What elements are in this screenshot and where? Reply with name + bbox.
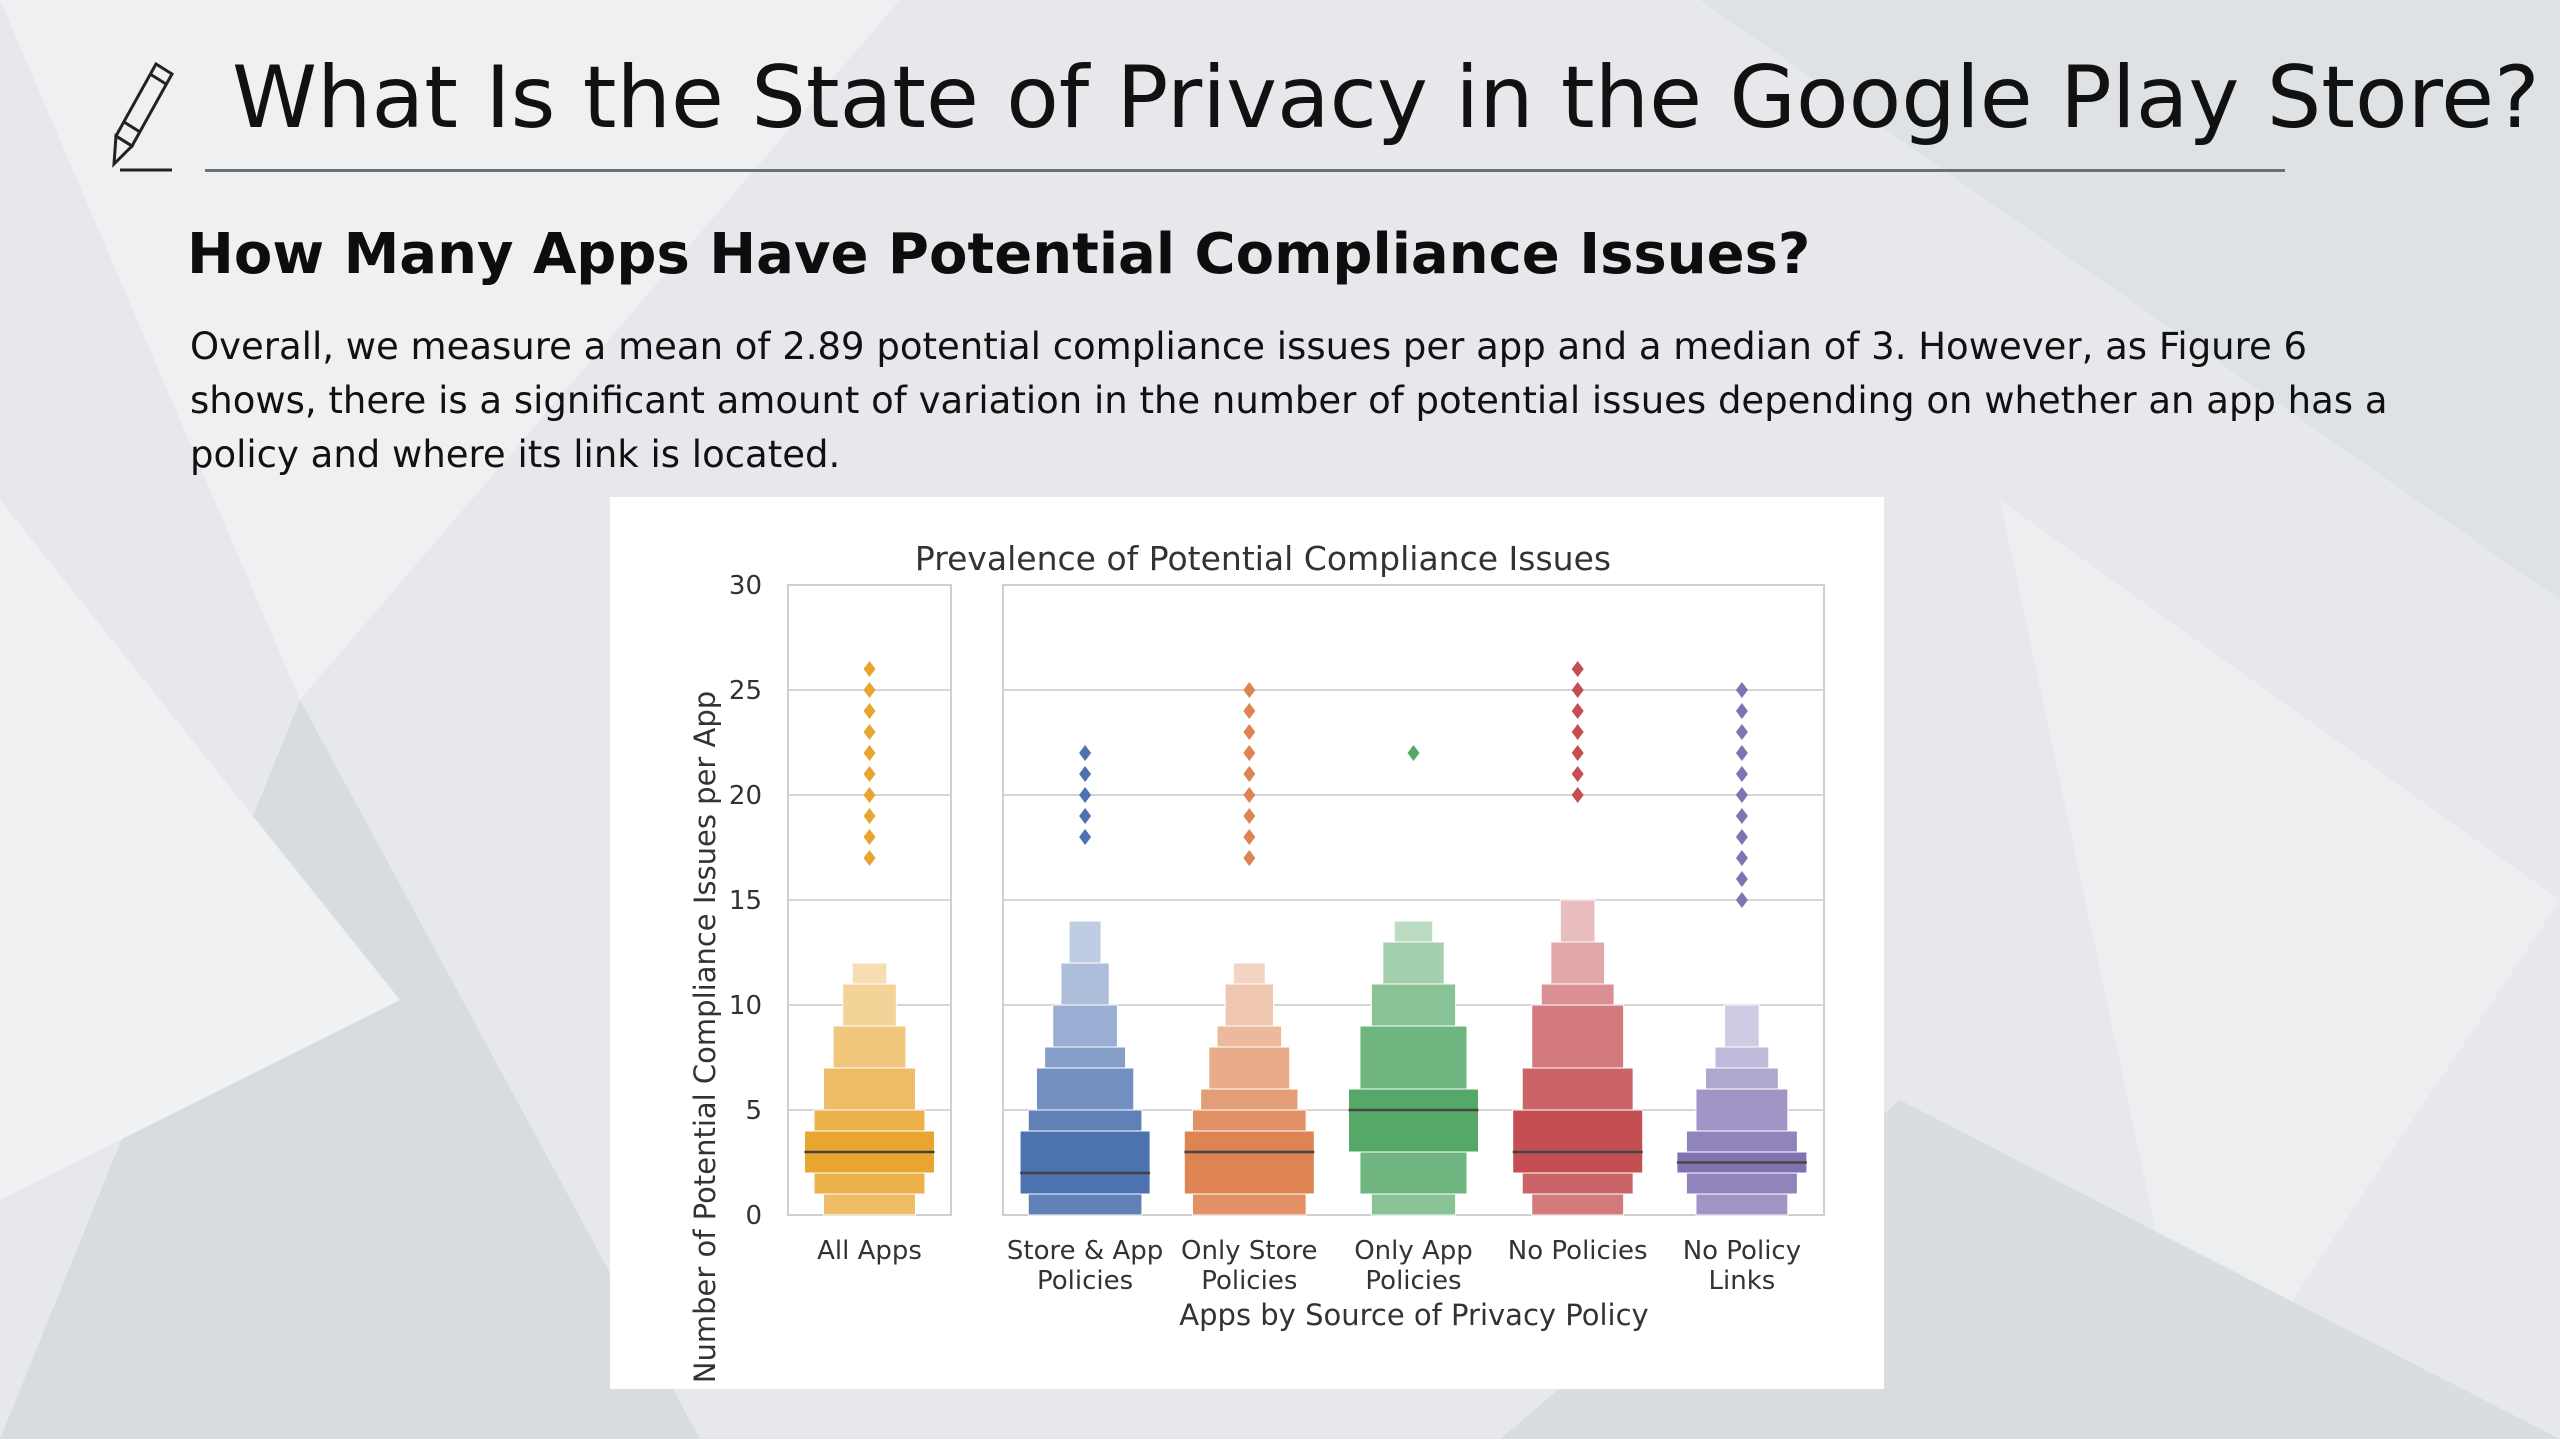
y-tick-label: 10 bbox=[729, 991, 762, 1021]
outlier-point bbox=[1735, 703, 1748, 719]
outlier-point bbox=[1243, 808, 1256, 824]
body-paragraph: Overall, we measure a mean of 2.89 poten… bbox=[190, 325, 2388, 476]
outlier-point bbox=[1735, 724, 1748, 740]
outlier-point bbox=[1571, 661, 1584, 677]
outlier-point bbox=[1243, 724, 1256, 740]
outlier-point bbox=[863, 682, 876, 698]
x-axis-label: Apps by Source of Privacy Policy bbox=[1179, 1298, 1648, 1332]
outlier-point bbox=[1735, 850, 1748, 866]
x-tick-label: Store & App Policies bbox=[1007, 1236, 1163, 1296]
outlier-point bbox=[1735, 892, 1748, 908]
y-tick-label: 15 bbox=[729, 886, 762, 916]
title-divider bbox=[205, 169, 2285, 172]
outlier-point bbox=[1243, 787, 1256, 803]
y-axis-label: Number of Potential Compliance Issues pe… bbox=[688, 691, 722, 1383]
outlier-point bbox=[1735, 871, 1748, 887]
outlier-point bbox=[1735, 766, 1748, 782]
y-tick-label: 5 bbox=[745, 1096, 762, 1126]
outlier-point bbox=[1243, 829, 1256, 845]
outlier-point bbox=[863, 850, 876, 866]
outlier-point bbox=[1407, 745, 1420, 761]
outlier-point bbox=[1571, 766, 1584, 782]
x-tick-label: No Policies bbox=[1508, 1236, 1648, 1266]
boxen-level bbox=[1512, 1109, 1644, 1174]
section-heading: How Many Apps Have Potential Compliance … bbox=[187, 222, 1811, 287]
x-tick-label: Only Store Policies bbox=[1181, 1236, 1318, 1296]
outlier-point bbox=[1079, 766, 1092, 782]
y-tick-label: 0 bbox=[745, 1201, 762, 1231]
outlier-point bbox=[863, 724, 876, 740]
outlier-point bbox=[1735, 682, 1748, 698]
x-tick-label: Only App Policies bbox=[1354, 1236, 1473, 1296]
outlier-point bbox=[1571, 745, 1584, 761]
outlier-point bbox=[1243, 703, 1256, 719]
outlier-point bbox=[1571, 682, 1584, 698]
boxen-chart: Prevalence of Potential Compliance Issue… bbox=[688, 539, 1825, 1383]
x-tick-label: All Apps bbox=[817, 1236, 922, 1266]
outlier-point bbox=[1079, 787, 1092, 803]
outlier-point bbox=[863, 703, 876, 719]
outlier-point bbox=[863, 787, 876, 803]
outlier-point bbox=[863, 661, 876, 677]
y-tick-label: 20 bbox=[729, 781, 762, 811]
outlier-point bbox=[863, 829, 876, 845]
chart-card: Prevalence of Potential Compliance Issue… bbox=[610, 497, 1884, 1389]
outlier-point bbox=[1243, 766, 1256, 782]
outlier-point bbox=[1735, 745, 1748, 761]
outlier-point bbox=[1571, 787, 1584, 803]
outlier-point bbox=[1079, 829, 1092, 845]
outlier-point bbox=[1735, 787, 1748, 803]
boxen-level bbox=[1019, 1130, 1151, 1195]
slide-title: What Is the State of Privacy in the Goog… bbox=[232, 48, 2540, 148]
outlier-point bbox=[863, 745, 876, 761]
pencil-icon bbox=[112, 61, 175, 172]
outlier-point bbox=[1571, 703, 1584, 719]
outlier-point bbox=[863, 808, 876, 824]
x-tick-label: No Policy Links bbox=[1683, 1236, 1801, 1296]
boxen-level bbox=[1183, 1130, 1315, 1195]
y-tick-label: 25 bbox=[729, 676, 762, 706]
boxen-level bbox=[1348, 1088, 1479, 1153]
outlier-point bbox=[1243, 850, 1256, 866]
y-tick-label: 30 bbox=[729, 571, 762, 601]
outlier-point bbox=[863, 766, 876, 782]
outlier-point bbox=[1735, 808, 1748, 824]
outlier-point bbox=[1735, 829, 1748, 845]
outlier-point bbox=[1571, 724, 1584, 740]
chart-title: Prevalence of Potential Compliance Issue… bbox=[915, 539, 1611, 578]
outlier-point bbox=[1079, 808, 1092, 824]
outlier-point bbox=[1243, 745, 1256, 761]
outlier-point bbox=[1079, 745, 1092, 761]
outlier-point bbox=[1243, 682, 1256, 698]
